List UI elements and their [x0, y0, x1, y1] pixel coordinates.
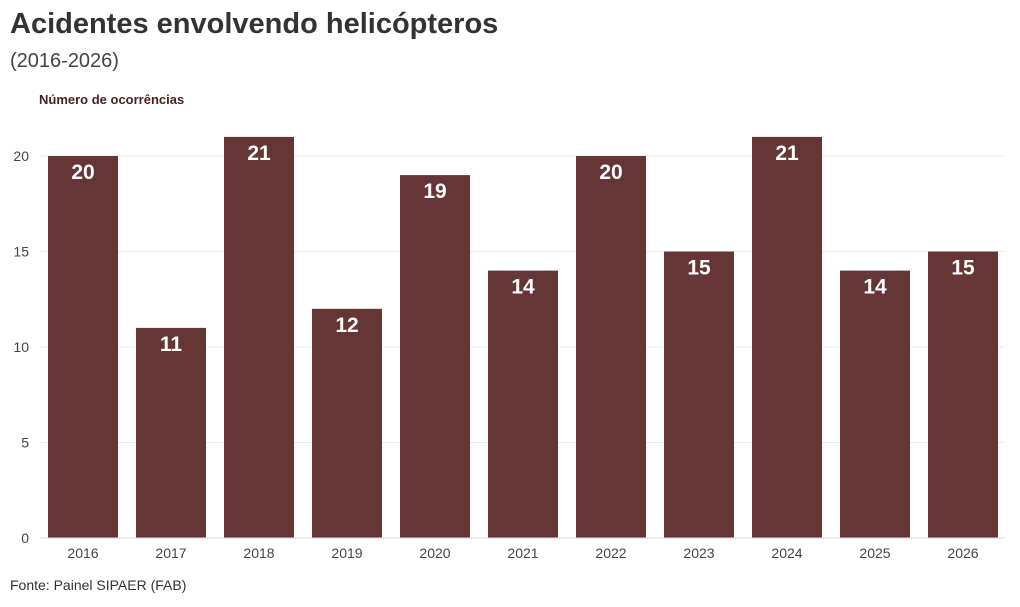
bar-2020 — [400, 175, 470, 538]
data-label-2018: 21 — [247, 142, 271, 165]
bar-2017 — [136, 327, 206, 538]
bars — [48, 136, 998, 538]
x-tick-label: 2016 — [67, 545, 98, 561]
source-note: Fonte: Painel SIPAER (FAB) — [10, 577, 187, 593]
data-label-2019: 12 — [335, 314, 358, 337]
bar-2024 — [752, 136, 822, 538]
data-label-2024: 21 — [775, 142, 799, 165]
data-label-2021: 14 — [511, 276, 535, 299]
bar-2019 — [312, 308, 382, 538]
x-tick-label: 2021 — [507, 545, 538, 561]
bar-2018 — [224, 136, 294, 538]
bar-2022 — [576, 156, 646, 538]
data-label-2023: 15 — [687, 257, 711, 280]
chart-subtitle: (2016-2026) — [10, 50, 119, 72]
x-tick-label: 2020 — [419, 545, 450, 561]
bar-2025 — [840, 270, 910, 538]
x-tick-label: 2025 — [859, 545, 890, 561]
data-label-2022: 20 — [599, 161, 622, 184]
x-tick-label: 2024 — [771, 545, 802, 561]
x-tick-label: 2017 — [155, 545, 186, 561]
x-tick-label: 2023 — [683, 545, 714, 561]
bar-2026 — [928, 251, 998, 538]
data-label-2026: 15 — [951, 257, 975, 280]
y-tick-label: 10 — [13, 339, 29, 355]
bar-2021 — [488, 270, 558, 538]
y-tick-label: 5 — [21, 435, 29, 451]
y-axis-label: Número de ocorrências — [39, 92, 184, 107]
chart-title: Acidentes envolvendo helicópteros — [10, 8, 499, 40]
x-tick-label: 2022 — [595, 545, 626, 561]
x-axis-ticks: 2016 2017 2018 2019 2020 2021 2022 2023 2024 2025… — [67, 545, 978, 561]
y-axis-ticks: 0 5 10 15 20 — [13, 148, 29, 546]
data-label-2025: 14 — [863, 276, 887, 299]
bar-2023 — [664, 251, 734, 538]
x-tick-label: 2018 — [243, 545, 274, 561]
y-tick-label: 0 — [21, 530, 29, 546]
bar-2016 — [48, 156, 118, 538]
y-tick-label: 20 — [13, 148, 29, 164]
data-label-2020: 19 — [423, 180, 446, 203]
data-label-2017: 11 — [160, 333, 183, 356]
x-tick-label: 2026 — [947, 545, 978, 561]
x-tick-label: 2019 — [331, 545, 362, 561]
data-label-2016: 20 — [71, 161, 94, 184]
y-tick-label: 15 — [13, 244, 29, 260]
data-labels: 20 11 21 12 19 14 20 15 21 14 15 — [71, 142, 975, 356]
